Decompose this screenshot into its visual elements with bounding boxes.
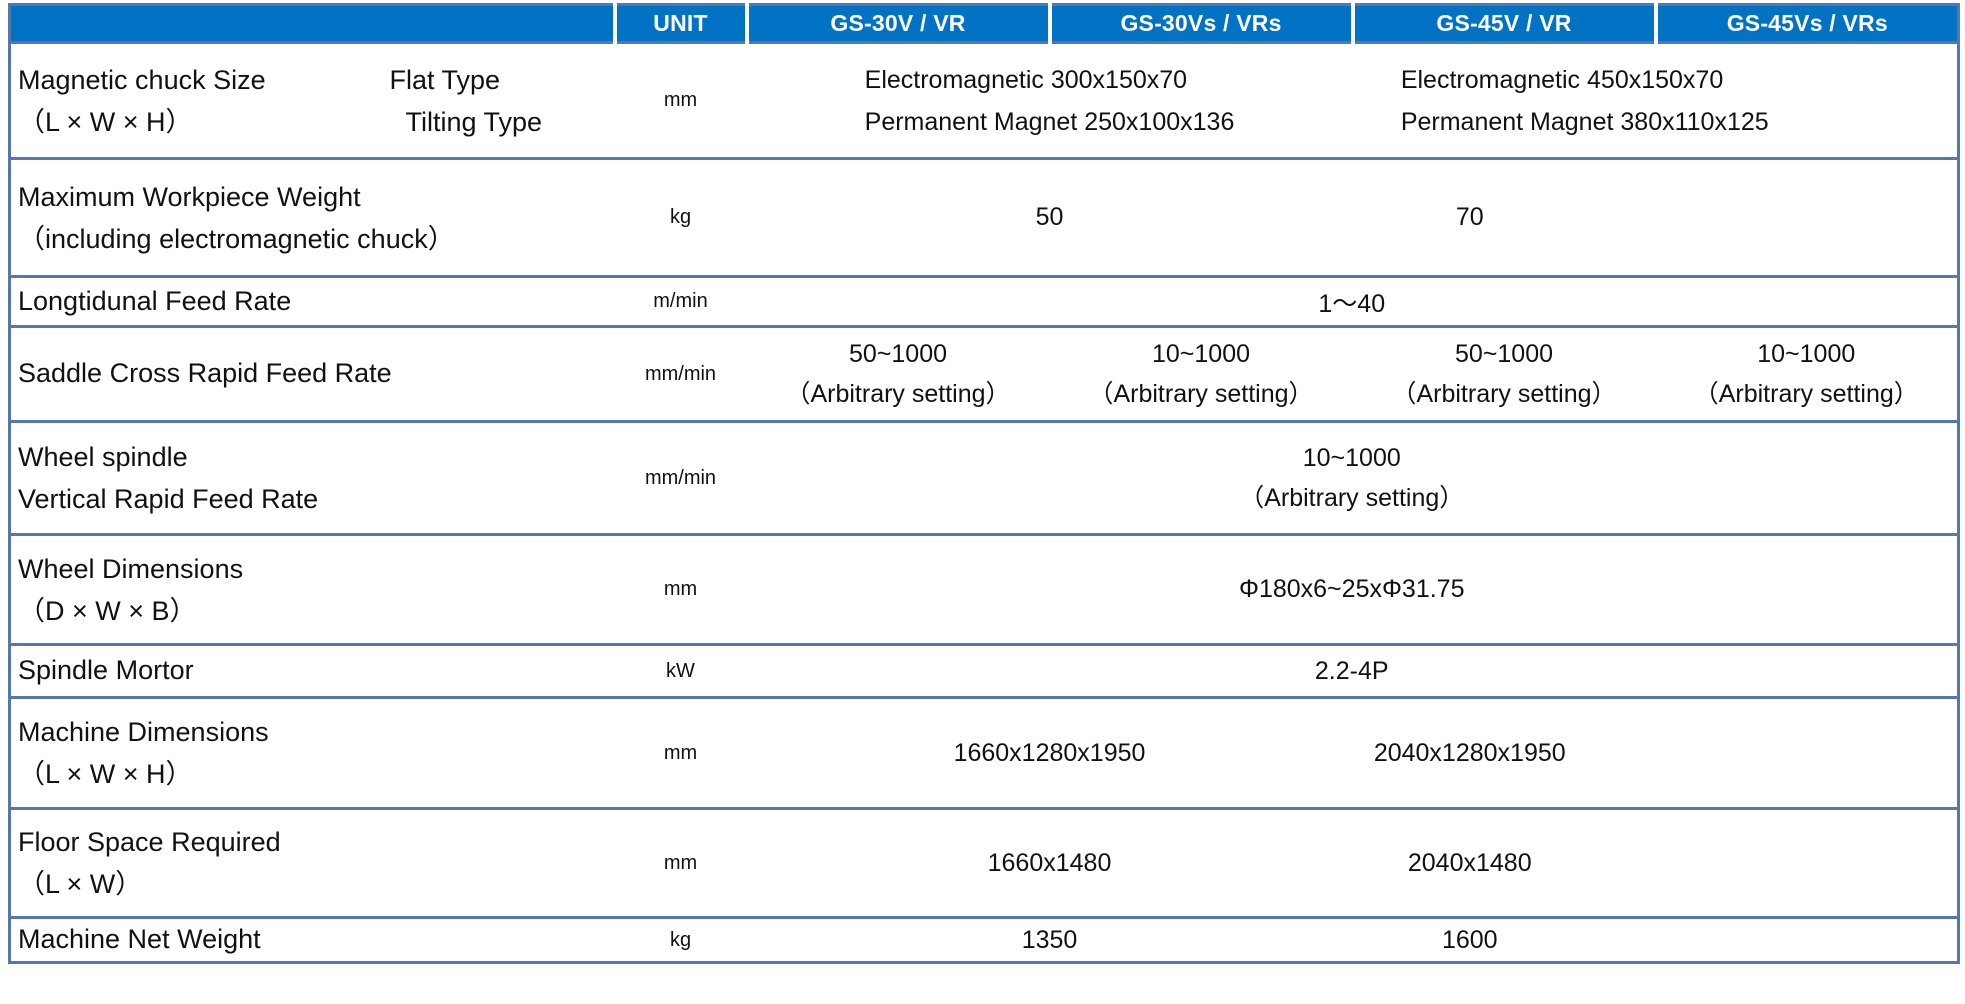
value-longitudinal-all: 1～40 (746, 275, 1959, 327)
value-saddle-gs45vs: 10~1000 （Arbitrary setting） (1655, 325, 1959, 422)
machinedim-label-line1: Machine Dimensions (18, 717, 269, 747)
unit-machinedim: mm (614, 696, 747, 809)
chuck-gs45-flat-value: Electromagnetic 450x150x70 (1400, 65, 1724, 94)
label-machine-dimensions: Machine Dimensions （L × W × H） (9, 696, 615, 809)
value-saddle-gs45v: 50~1000 （Arbitrary setting） (1352, 325, 1656, 422)
unit-netweight: kg (614, 916, 747, 963)
unit-spindlemotor: kW (614, 643, 747, 698)
unit-wheeldim: mm (614, 533, 747, 645)
wheelspindle-label-line2: Vertical Rapid Feed Rate (18, 484, 319, 514)
wheelspindle-label-line1: Wheel spindle (18, 442, 188, 472)
saddle-gs30vs-range: 10~1000 (1151, 340, 1251, 368)
longitudinal-label: Longtidunal Feed Rate (18, 285, 292, 316)
label-wheel-spindle: Wheel spindle Vertical Rapid Feed Rate (9, 420, 615, 535)
saddle-gs45v-note: （Arbitrary setting） (1391, 380, 1617, 408)
row-wheel-dimensions: Wheel Dimensions （D × W × B） mm Φ180x6~2… (9, 533, 1959, 645)
chuck-label-line1: Magnetic chuck Size (18, 64, 266, 95)
row-machine-dimensions: Machine Dimensions （L × W × H） mm 1660x1… (9, 696, 1959, 809)
value-machinedim-gs30: 1660x1280x1950 (746, 696, 1353, 809)
row-spindle-motor: Spindle Mortor kW 2.2-4P (9, 643, 1959, 698)
row-floor-space-required: Floor Space Required （L × W） mm 1660x148… (9, 807, 1959, 918)
value-spindlemotor-all: 2.2-4P (746, 643, 1959, 698)
unit-wheelspindle: mm/min (614, 420, 747, 535)
unit-workpiece: kg (614, 157, 747, 277)
header-model-gs30v-vr: GS-30V / VR (744, 4, 1050, 43)
label-spindle-motor: Spindle Mortor (9, 643, 615, 698)
value-wheelspindle-all: 10~1000 （Arbitrary setting） (746, 420, 1959, 535)
value-wheeldim-all: Φ180x6~25xΦ31.75 (746, 533, 1959, 645)
header-model-gs30vs-vrs: GS-30Vs / VRs (1047, 4, 1353, 43)
label-floor-space-required: Floor Space Required （L × W） (9, 807, 615, 918)
row-maximum-workpiece-weight: Maximum Workpiece Weight （including elec… (9, 157, 1959, 277)
unit-floorspace: mm (614, 807, 747, 918)
label-saddle-cross-rapid-feed-rate: Saddle Cross Rapid Feed Rate (9, 325, 615, 422)
value-chuck-gs30: Electromagnetic 300x150x70 Permanent Mag… (746, 41, 1353, 159)
header-model-gs45vs-vrs: GS-45Vs / VRs (1653, 4, 1959, 43)
chuck-label-line2: （L × W × H） (18, 106, 193, 137)
row-wheel-spindle-vertical-rapid-feed-rate: Wheel spindle Vertical Rapid Feed Rate m… (9, 420, 1959, 535)
chuck-sublabel-flat-type: Flat Type (389, 64, 501, 95)
label-wheel-dimensions: Wheel Dimensions （D × W × B） (9, 533, 615, 645)
machine-spec-table: UNIT GS-30V / VR GS-30Vs / VRs GS-45V / … (8, 3, 1960, 964)
floorspace-label-line1: Floor Space Required (18, 827, 281, 857)
value-machinedim-gs45: 2040x1280x1950 (1352, 696, 1959, 809)
label-magnetic-chuck-size: Magnetic chuck Size （L × W × H） Flat Typ… (9, 41, 615, 159)
row-longitudinal-feed-rate: Longtidunal Feed Rate m/min 1～40 (9, 275, 1959, 327)
value-netweight-gs45: 1600 (1352, 916, 1959, 963)
saddle-gs45v-range: 50~1000 (1454, 340, 1554, 368)
wheelspindle-note: （Arbitrary setting） (1239, 484, 1465, 512)
value-workpiece-gs30: 50 (746, 157, 1353, 277)
label-maximum-workpiece-weight: Maximum Workpiece Weight （including elec… (9, 157, 615, 277)
header-model-gs45v-vr: GS-45V / VR (1350, 4, 1656, 43)
value-chuck-gs45: Electromagnetic 450x150x70 Permanent Mag… (1352, 41, 1959, 159)
workpiece-label-line1: Maximum Workpiece Weight (18, 181, 361, 212)
spindlemotor-label: Spindle Mortor (18, 655, 194, 686)
chuck-gs30-tilting-value: Permanent Magnet 250x100x136 (864, 107, 1235, 136)
machinedim-label-line2: （L × W × H） (18, 759, 193, 789)
value-workpiece-gs45: 70 (1352, 157, 1959, 277)
value-saddle-gs30v: 50~1000 （Arbitrary setting） (746, 325, 1050, 422)
saddle-gs30vs-note: （Arbitrary setting） (1088, 380, 1314, 408)
wheelspindle-range: 10~1000 (1302, 444, 1401, 472)
saddle-gs30v-range: 50~1000 (848, 340, 948, 368)
wheeldim-label-line2: （D × W × B） (18, 595, 197, 626)
chuck-sublabel-tilting-type: Tilting Type (405, 106, 543, 137)
unit-saddle: mm/min (614, 325, 747, 422)
header-spec-blank (9, 4, 615, 43)
saddle-gs30v-note: （Arbitrary setting） (785, 380, 1011, 408)
row-saddle-cross-rapid-feed-rate: Saddle Cross Rapid Feed Rate mm/min 50~1… (9, 325, 1959, 422)
label-machine-net-weight: Machine Net Weight (9, 916, 615, 963)
chuck-gs45-tilting-value: Permanent Magnet 380x110x125 (1400, 107, 1769, 136)
workpiece-label-line2: （including electromagnetic chuck） (18, 223, 455, 254)
netweight-label: Machine Net Weight (18, 924, 261, 955)
unit-longitudinal: m/min (614, 275, 747, 327)
wheeldim-label-line1: Wheel Dimensions (18, 553, 244, 584)
label-longitudinal-feed-rate: Longtidunal Feed Rate (9, 275, 615, 327)
value-netweight-gs30: 1350 (746, 916, 1353, 963)
header-row: UNIT GS-30V / VR GS-30Vs / VRs GS-45V / … (9, 4, 1959, 43)
floorspace-label-line2: （L × W） (18, 869, 143, 899)
saddle-gs45vs-note: （Arbitrary setting） (1693, 380, 1919, 408)
value-floorspace-gs30: 1660x1480 (746, 807, 1353, 918)
saddle-label: Saddle Cross Rapid Feed Rate (18, 358, 392, 389)
row-magnetic-chuck-size: Magnetic chuck Size （L × W × H） Flat Typ… (9, 41, 1959, 159)
chuck-gs30-flat-value: Electromagnetic 300x150x70 (864, 65, 1188, 94)
header-unit: UNIT (612, 4, 747, 43)
value-saddle-gs30vs: 10~1000 （Arbitrary setting） (1049, 325, 1353, 422)
saddle-gs45vs-range: 10~1000 (1757, 340, 1856, 368)
unit-chuck: mm (614, 41, 747, 159)
row-machine-net-weight: Machine Net Weight kg 1350 1600 (9, 916, 1959, 963)
value-floorspace-gs45: 2040x1480 (1352, 807, 1959, 918)
